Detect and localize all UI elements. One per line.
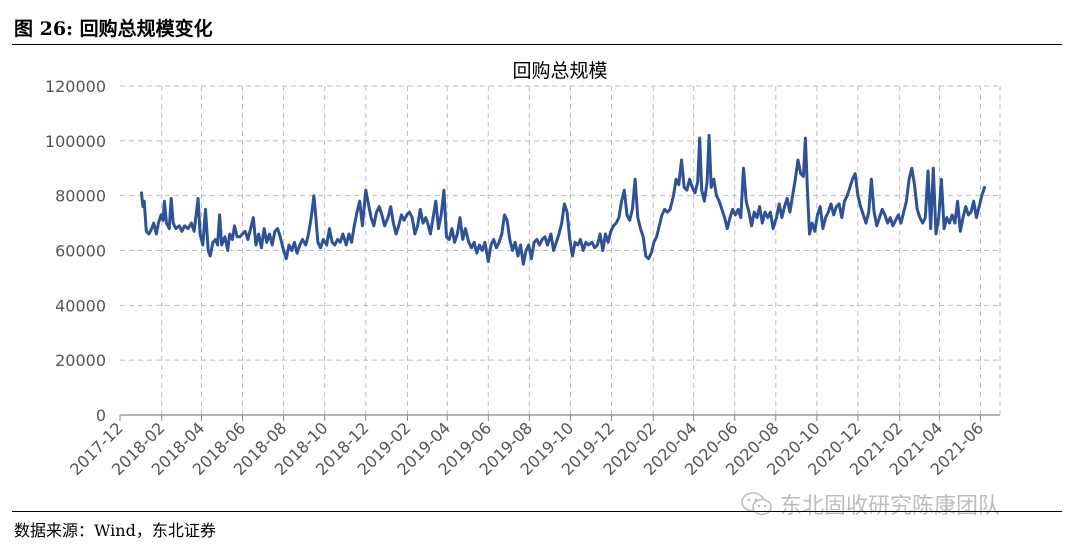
y-tick-label: 120000 xyxy=(45,77,106,96)
figure-header: 图 26: 回购总规模变化 xyxy=(14,18,213,40)
x-axis-ticks: 2017-122018-022018-042018-062018-082018-… xyxy=(66,418,987,479)
chart-grid xyxy=(120,85,1001,415)
top-divider xyxy=(12,44,1062,45)
source-note: 数据来源：Wind，东北证券 xyxy=(14,521,216,540)
line-chart: 0 20000 40000 60000 80000 100000 120000 2017-1… xyxy=(45,60,1001,479)
bottom-divider xyxy=(12,511,1062,512)
y-tick-label: 40000 xyxy=(55,296,106,315)
series-line xyxy=(140,133,986,266)
chart-title: 回购总规模 xyxy=(512,60,607,82)
y-tick-label: 60000 xyxy=(55,242,106,261)
y-tick-label: 80000 xyxy=(55,187,106,206)
y-tick-label: 0 xyxy=(96,406,106,425)
wechat-icon xyxy=(741,492,772,516)
y-tick-label: 100000 xyxy=(45,132,106,151)
y-axis-ticks: 0 20000 40000 60000 80000 100000 120000 xyxy=(45,77,106,425)
y-tick-label: 20000 xyxy=(55,351,106,370)
watermark-text: 东北固收研究陈康团队 xyxy=(780,494,1001,519)
watermark: 东北固收研究陈康团队 xyxy=(740,488,1000,520)
chart-axes xyxy=(119,414,1000,421)
